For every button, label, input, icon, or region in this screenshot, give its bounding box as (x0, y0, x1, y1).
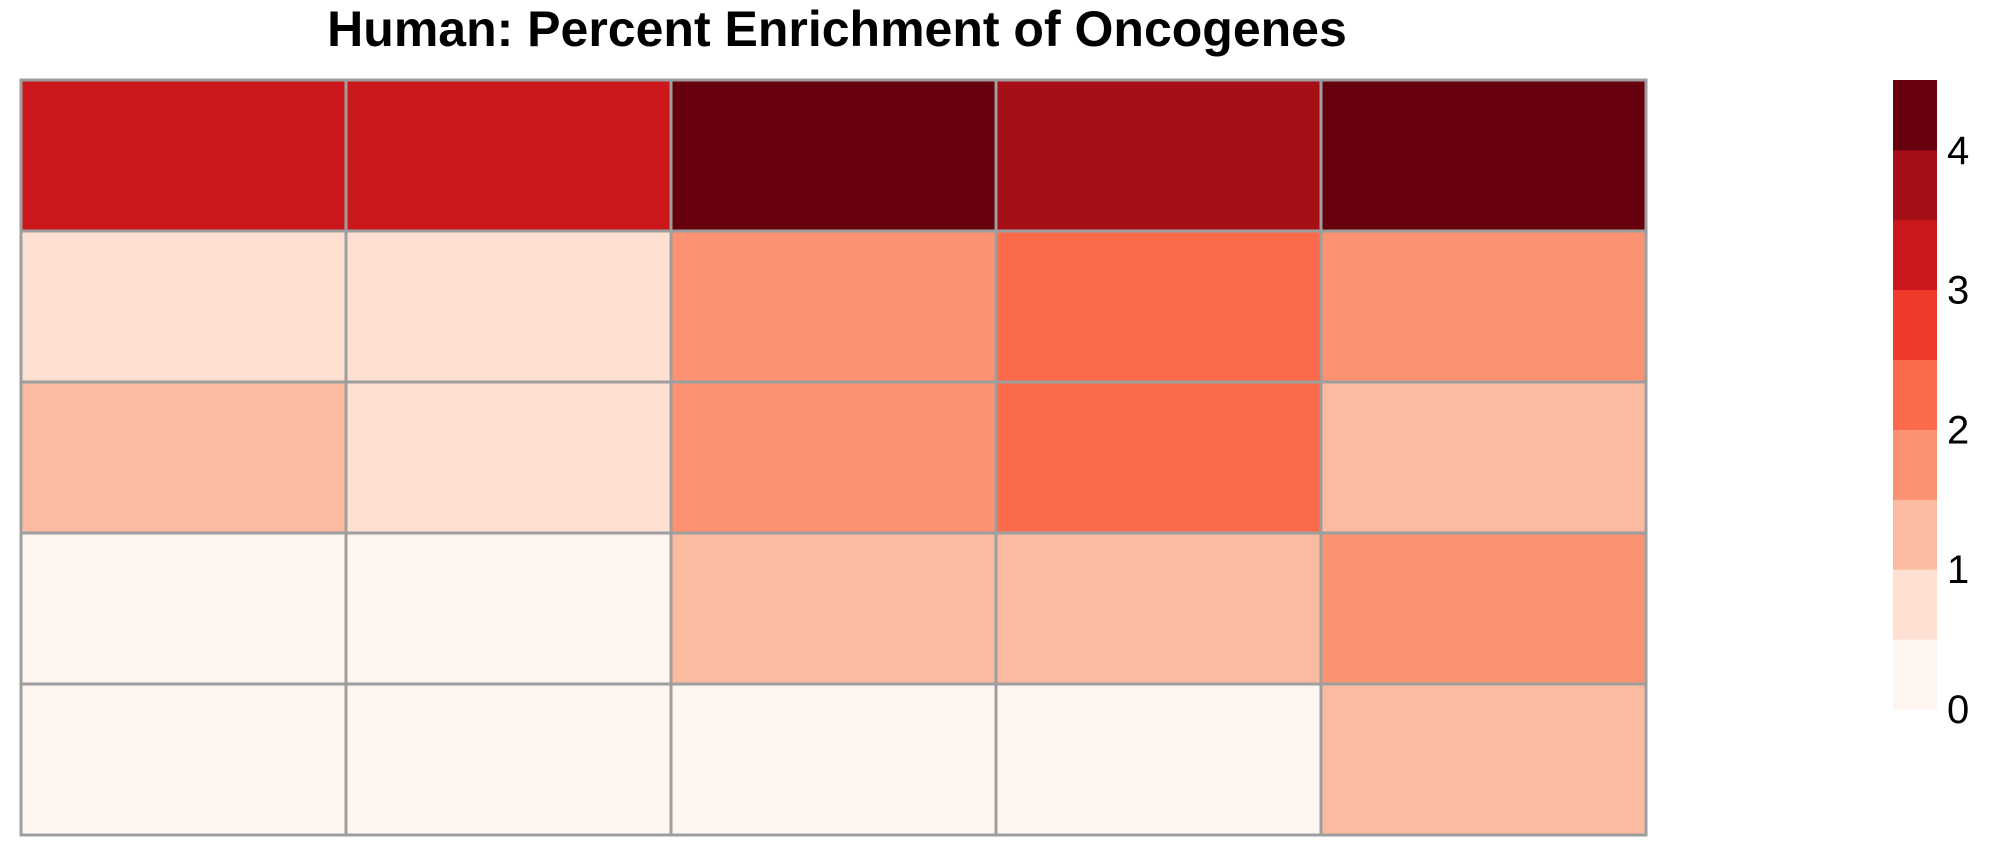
heatmap-cell-r1-c4 (994, 78, 1323, 233)
heatmap-cell-r1-c3 (669, 78, 998, 233)
heatmap-cell-r4-c4 (994, 531, 1323, 686)
legend-tick-label: 2 (1947, 408, 1969, 452)
legend-swatch-6 (1893, 289, 1937, 361)
legend-swatch-7 (1893, 219, 1937, 291)
legend-swatch-9 (1893, 80, 1937, 151)
heatmap-cell-r5-c4 (994, 682, 1323, 837)
legend-swatch-3 (1893, 499, 1937, 570)
color-legend: 0 1 2 3 4 (1893, 80, 1969, 732)
heatmap-cell-r3-c1 (19, 380, 348, 535)
heatmap-cell-r1-c5 (1319, 78, 1648, 233)
heatmap-cell-r5-c2 (344, 682, 673, 837)
legend-swatch-8 (1893, 149, 1937, 221)
legend-tick-label: 4 (1947, 129, 1969, 173)
heatmap-cell-r4-c1 (19, 531, 348, 686)
chart-title: Human: Percent Enrichment of Oncogenes (327, 1, 1347, 57)
legend-swatch-1 (1893, 639, 1937, 710)
heatmap-cell-r4-c5 (1319, 531, 1648, 686)
heatmap-cell-r3-c3 (669, 380, 998, 535)
legend-tick-label: 1 (1947, 548, 1969, 592)
heatmap-cell-r2-c2 (344, 229, 673, 384)
heatmap-cell-r3-c2 (344, 380, 673, 535)
legend-swatch-4 (1893, 429, 1937, 500)
legend-swatch-5 (1893, 359, 1937, 430)
heatmap-cell-r4-c3 (669, 531, 998, 686)
heatmap-cell-r1-c2 (344, 78, 673, 233)
heatmap-cell-r3-c4 (994, 380, 1323, 535)
heatmap-cell-r5-c3 (669, 682, 998, 837)
legend-tick-label: 0 (1947, 688, 1969, 732)
heatmap-cell-r5-c5 (1319, 682, 1648, 837)
heatmap-cell-r5-c1 (19, 682, 348, 837)
heatmap-cell-r3-c5 (1319, 380, 1648, 535)
heatmap-cell-r2-c5 (1319, 229, 1648, 384)
heatmap-cell-r2-c1 (19, 229, 348, 384)
heatmap-cell-r4-c2 (344, 531, 673, 686)
heatmap-cell-r2-c4 (994, 229, 1323, 384)
heatmap-cell-r2-c3 (669, 229, 998, 384)
legend-tick-label: 3 (1947, 269, 1969, 313)
heatmap-cell-r1-c1 (19, 78, 348, 233)
heatmap-cells (19, 78, 1648, 837)
legend-swatch-2 (1893, 569, 1937, 640)
